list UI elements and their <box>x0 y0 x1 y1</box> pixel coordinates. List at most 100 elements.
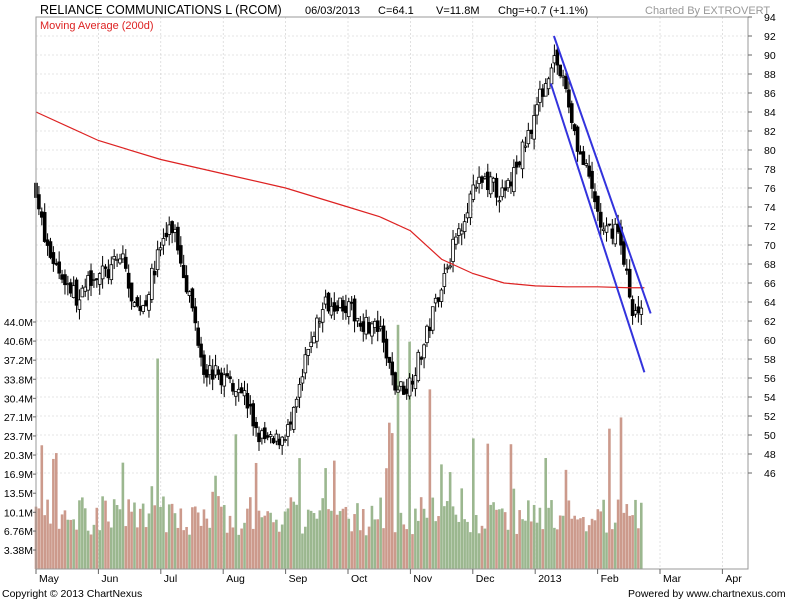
candle-body <box>494 177 499 198</box>
volume-bar <box>185 526 188 569</box>
volume-bar <box>130 511 133 569</box>
volume-bar <box>98 530 102 569</box>
volume-bar <box>370 505 374 569</box>
candle-body <box>535 104 539 116</box>
price-tick-label: 84 <box>764 107 776 119</box>
candle-body <box>596 195 600 212</box>
volume-bar <box>167 504 171 569</box>
volume-bar <box>75 529 78 569</box>
candle-body <box>234 391 238 397</box>
candle-body <box>390 361 395 376</box>
candle-body <box>430 306 435 331</box>
price-tick-label: 46 <box>764 468 776 480</box>
candle-body <box>228 376 232 380</box>
volume-axis: 3.38M 6.76M 10.1M 13.5M 16.9M 20.3M 23.7M 27.1M… <box>4 317 36 557</box>
candle-body <box>179 245 183 264</box>
volume-bar <box>266 511 269 569</box>
candle-body <box>68 282 73 294</box>
price-tick-label: 52 <box>764 411 776 423</box>
candle-body <box>529 129 534 134</box>
candle-body <box>242 390 247 397</box>
time-tick-label: Nov <box>413 573 432 585</box>
volume-bar <box>78 500 81 569</box>
volume-bar <box>561 515 565 569</box>
volume-tick-label: 27.1M <box>4 412 33 424</box>
volume-bar <box>437 516 440 569</box>
volume-bar <box>306 509 310 569</box>
volume-bar <box>208 527 212 569</box>
price-tick-label: 50 <box>764 430 776 442</box>
candle-body <box>118 258 122 264</box>
candle-body <box>436 297 441 302</box>
candle-body <box>152 270 157 276</box>
candle-body <box>607 223 612 226</box>
candle-body <box>332 302 337 312</box>
candle-body <box>416 351 421 382</box>
candle-body <box>83 286 88 292</box>
volume-bar <box>251 528 255 569</box>
volume-tick-label: 40.6M <box>4 336 33 348</box>
candle-body <box>265 435 270 438</box>
volume-bar <box>443 506 446 569</box>
candle-body <box>532 115 536 140</box>
volume-bar <box>503 512 507 569</box>
volume-bar <box>373 519 377 569</box>
volume-bar <box>527 500 530 569</box>
volume-bar <box>440 464 443 569</box>
volume-bar <box>477 533 481 569</box>
volume-bar <box>338 511 342 569</box>
volume-bar <box>193 506 197 569</box>
candle-body <box>396 389 400 393</box>
candle-body <box>260 430 264 439</box>
candle-body <box>471 184 476 200</box>
candle-body <box>205 369 209 378</box>
volume-bar <box>599 511 603 569</box>
candlesticks <box>34 44 644 455</box>
candle-body <box>236 388 241 394</box>
volume-bar <box>225 532 229 569</box>
candle-body <box>581 151 586 165</box>
candle-body <box>590 170 594 189</box>
volume-bar <box>165 532 168 569</box>
candle-body <box>503 187 507 191</box>
volume-bar <box>89 534 93 569</box>
volume-bar <box>550 500 553 569</box>
candle-body <box>274 433 279 442</box>
candle-body <box>399 381 403 387</box>
volume-bar <box>605 532 608 569</box>
candle-body <box>326 292 331 312</box>
volume-bar <box>637 528 640 569</box>
candle-body <box>506 179 510 189</box>
candle-body <box>378 326 383 330</box>
candle-body <box>86 275 90 291</box>
candle-body <box>393 372 397 391</box>
volume-bar <box>419 497 423 569</box>
close-label: C=64.1 <box>378 5 414 17</box>
volume-bar <box>448 472 452 569</box>
volume-bar <box>246 508 249 569</box>
candle-body <box>355 317 360 322</box>
candle-body <box>291 406 296 430</box>
candle-body <box>610 228 615 239</box>
candle-body <box>613 223 618 245</box>
volume-bar <box>205 518 209 569</box>
candle-body <box>569 103 574 123</box>
ma-legend-label: Moving Average (200d) <box>40 20 154 32</box>
volume-bar <box>434 521 437 569</box>
candle-body <box>268 434 273 437</box>
candle-body <box>384 338 389 359</box>
candle-body <box>74 279 79 306</box>
candle-body <box>277 438 282 446</box>
volume-bar <box>541 529 545 569</box>
candle-body <box>323 296 328 305</box>
volume-bar <box>309 510 313 569</box>
volume-bar <box>277 531 281 569</box>
volume-bar <box>234 434 238 569</box>
volume-bar <box>584 531 588 569</box>
volume-bar <box>289 497 293 569</box>
volume-bar <box>214 475 217 569</box>
candle-body <box>422 344 426 359</box>
volume-bar <box>257 510 261 569</box>
candle-body <box>271 438 276 444</box>
